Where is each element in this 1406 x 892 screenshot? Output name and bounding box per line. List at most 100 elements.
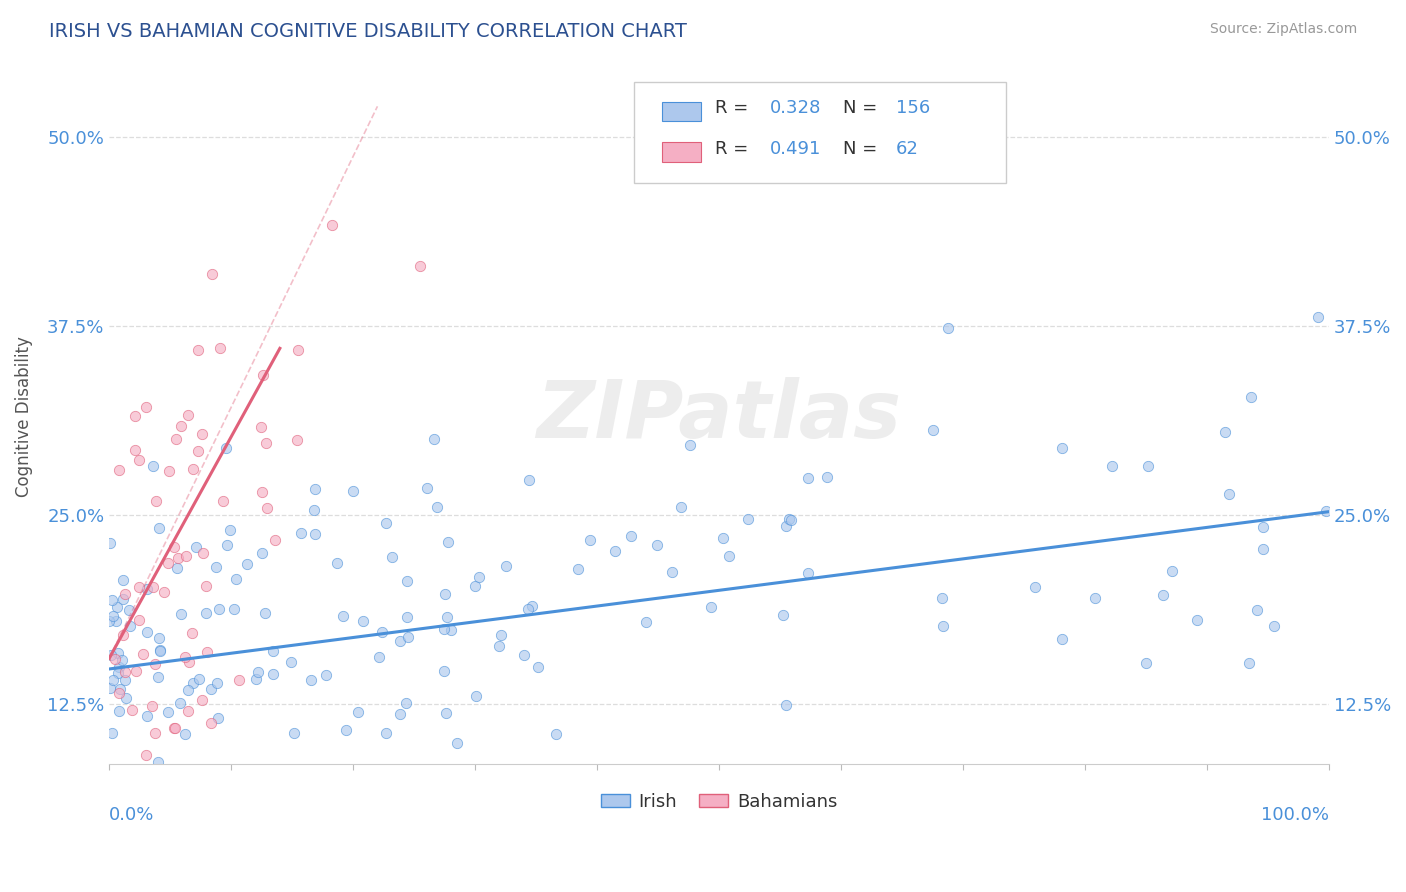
Point bbox=[488, 639, 510, 653]
Point bbox=[188, 672, 211, 686]
Point bbox=[262, 644, 284, 658]
Point bbox=[1052, 632, 1074, 647]
Point bbox=[200, 681, 222, 696]
Point bbox=[1218, 486, 1240, 500]
Point bbox=[287, 433, 309, 447]
Point bbox=[304, 526, 326, 541]
Point bbox=[200, 716, 222, 731]
Point bbox=[290, 525, 312, 540]
Point bbox=[1315, 504, 1337, 518]
Point bbox=[167, 551, 190, 566]
Point bbox=[302, 502, 325, 516]
Point bbox=[104, 614, 127, 628]
Point bbox=[173, 726, 195, 740]
Point bbox=[388, 634, 411, 648]
Point bbox=[374, 516, 396, 530]
Point bbox=[166, 561, 188, 575]
Point bbox=[434, 706, 457, 720]
Point bbox=[204, 560, 226, 574]
Point bbox=[107, 704, 129, 718]
Point bbox=[398, 630, 420, 644]
Point bbox=[304, 482, 326, 496]
Point bbox=[169, 696, 191, 710]
Point bbox=[187, 343, 209, 357]
Point bbox=[669, 500, 692, 514]
Point bbox=[114, 673, 136, 687]
Point bbox=[797, 471, 820, 485]
Text: R =: R = bbox=[716, 99, 754, 117]
Point bbox=[1213, 425, 1236, 440]
Point bbox=[436, 610, 458, 624]
Point bbox=[124, 409, 146, 423]
Point bbox=[1084, 591, 1107, 605]
Point bbox=[115, 690, 138, 705]
Point bbox=[218, 523, 240, 537]
Point bbox=[250, 419, 273, 434]
Point bbox=[162, 721, 184, 735]
Point bbox=[107, 646, 129, 660]
Point bbox=[253, 606, 276, 620]
Point bbox=[264, 533, 287, 548]
Point bbox=[191, 426, 214, 441]
Point bbox=[526, 660, 548, 674]
Point bbox=[1306, 310, 1329, 325]
Point bbox=[713, 531, 735, 545]
Point bbox=[409, 259, 432, 273]
Point bbox=[212, 764, 235, 779]
Point bbox=[148, 521, 170, 535]
Point bbox=[254, 435, 277, 450]
Point bbox=[446, 736, 468, 750]
Point bbox=[181, 626, 204, 640]
Point bbox=[153, 585, 176, 599]
Point bbox=[136, 624, 159, 639]
Point bbox=[110, 653, 132, 667]
Point bbox=[112, 573, 135, 587]
Point bbox=[142, 580, 165, 594]
Point bbox=[141, 699, 163, 714]
Point bbox=[191, 693, 214, 707]
Point bbox=[936, 321, 959, 335]
Point bbox=[620, 529, 643, 543]
Point bbox=[114, 665, 136, 679]
Point bbox=[181, 676, 204, 690]
Point bbox=[567, 562, 589, 576]
Point bbox=[148, 643, 170, 657]
Point bbox=[256, 500, 278, 515]
Point bbox=[128, 613, 150, 627]
Point bbox=[380, 550, 402, 565]
Point bbox=[513, 648, 536, 662]
Point bbox=[395, 696, 418, 710]
Point bbox=[125, 664, 148, 678]
Point bbox=[135, 748, 157, 763]
Point bbox=[105, 599, 128, 614]
Point bbox=[135, 582, 157, 597]
Point bbox=[195, 645, 218, 659]
Text: IRISH VS BAHAMIAN COGNITIVE DISABILITY CORRELATION CHART: IRISH VS BAHAMIAN COGNITIVE DISABILITY C… bbox=[49, 22, 688, 41]
Point bbox=[200, 268, 222, 282]
Point bbox=[205, 676, 228, 690]
Point bbox=[645, 538, 668, 552]
Point bbox=[717, 549, 740, 564]
Point bbox=[117, 603, 139, 617]
Point bbox=[143, 657, 166, 671]
Point bbox=[111, 856, 134, 871]
Point bbox=[163, 721, 186, 735]
Point bbox=[163, 541, 186, 555]
Point bbox=[416, 481, 439, 495]
Point bbox=[1251, 519, 1274, 533]
Point bbox=[1052, 441, 1074, 455]
Point bbox=[737, 512, 759, 526]
Point bbox=[605, 544, 627, 558]
Point bbox=[1239, 390, 1261, 404]
Point bbox=[1101, 458, 1123, 473]
Point bbox=[321, 218, 343, 232]
Point bbox=[1187, 613, 1209, 627]
Point bbox=[779, 512, 801, 526]
Point bbox=[228, 673, 250, 688]
Text: 0.0%: 0.0% bbox=[110, 806, 155, 824]
Point bbox=[142, 459, 165, 474]
Point bbox=[170, 418, 193, 433]
Point bbox=[107, 660, 129, 674]
FancyBboxPatch shape bbox=[662, 142, 700, 161]
Text: 62: 62 bbox=[896, 139, 918, 158]
